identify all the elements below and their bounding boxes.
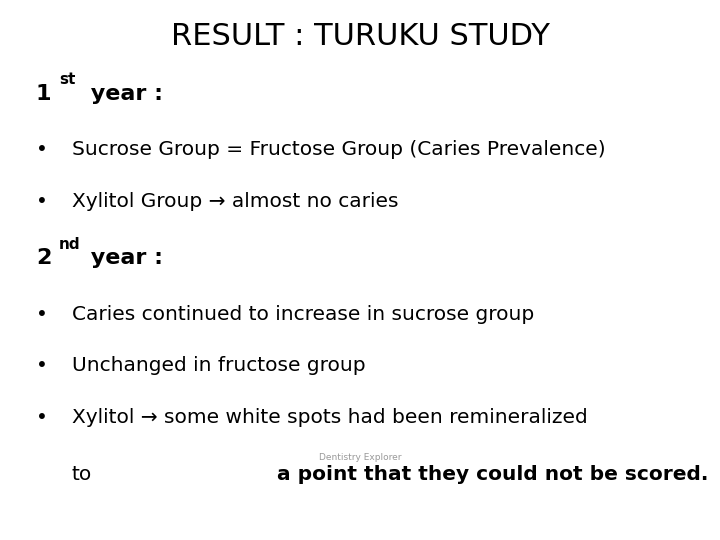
Text: Unchanged in fructose group: Unchanged in fructose group (72, 356, 366, 375)
Text: •: • (36, 408, 48, 427)
Text: Sucrose Group = Fructose Group (Caries Prevalence): Sucrose Group = Fructose Group (Caries P… (72, 140, 606, 159)
Text: •: • (36, 140, 48, 159)
Text: RESULT : TURUKU STUDY: RESULT : TURUKU STUDY (171, 22, 549, 51)
Text: 2: 2 (36, 248, 51, 268)
Text: to: to (72, 465, 92, 484)
Text: Caries continued to increase in sucrose group: Caries continued to increase in sucrose … (72, 305, 534, 324)
Text: Xylitol → some white spots had been remineralized: Xylitol → some white spots had been remi… (72, 408, 588, 427)
Text: Xylitol Group → almost no caries: Xylitol Group → almost no caries (72, 192, 398, 211)
Text: a point that they could not be scored.: a point that they could not be scored. (277, 465, 708, 484)
Text: st: st (59, 72, 76, 87)
Text: year :: year : (83, 84, 163, 104)
Text: •: • (36, 192, 48, 211)
Text: •: • (36, 305, 48, 324)
Text: •: • (36, 356, 48, 375)
Text: 1: 1 (36, 84, 52, 104)
Text: nd: nd (59, 237, 81, 252)
Text: year :: year : (83, 248, 163, 268)
Text: Dentistry Explorer: Dentistry Explorer (319, 453, 401, 462)
